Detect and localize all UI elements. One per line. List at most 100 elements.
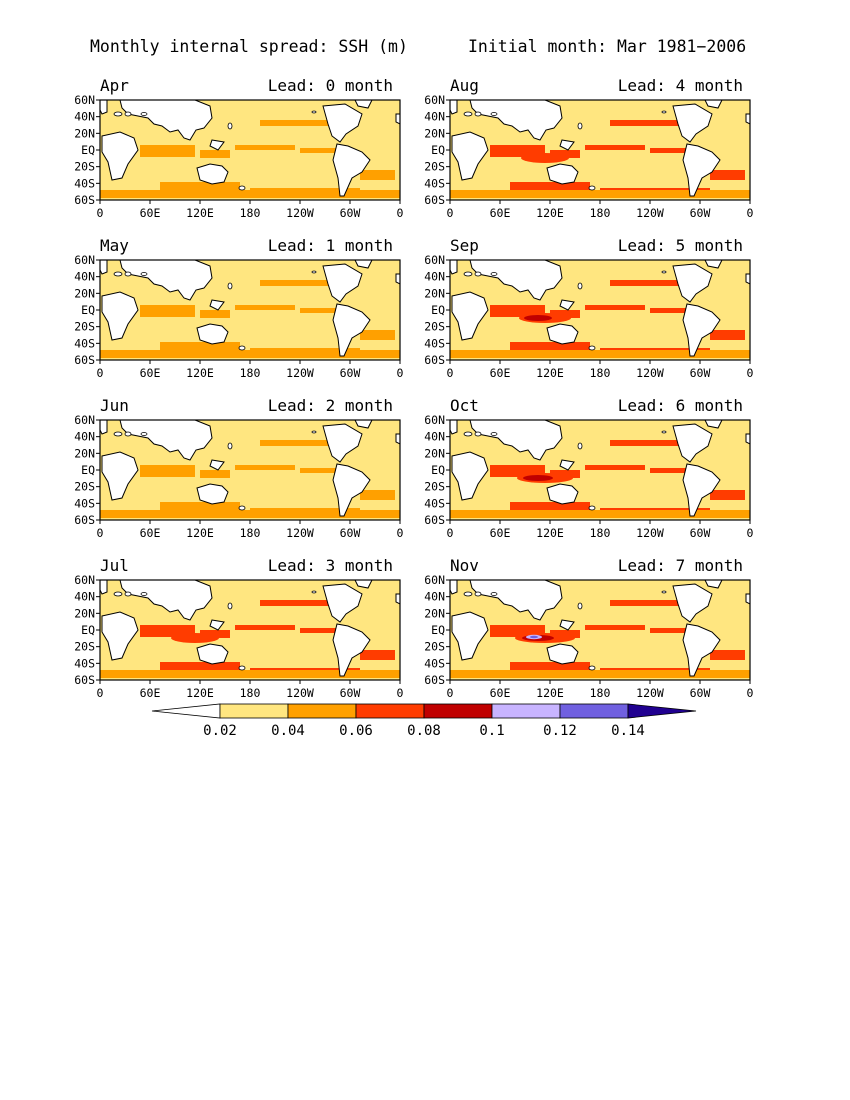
island bbox=[661, 590, 667, 594]
spread-contour bbox=[300, 148, 345, 153]
x-tick-label: 60E bbox=[140, 686, 161, 700]
island bbox=[227, 282, 233, 290]
x-tick-label: 60E bbox=[490, 686, 511, 700]
landmass bbox=[469, 259, 563, 301]
spread-contour bbox=[510, 662, 590, 670]
spread-contour bbox=[160, 342, 240, 350]
continents bbox=[99, 579, 401, 677]
spread-contour bbox=[610, 280, 690, 286]
spread-contour bbox=[100, 510, 400, 518]
spread-contour bbox=[710, 490, 745, 500]
landmass bbox=[101, 291, 139, 341]
island bbox=[238, 505, 246, 511]
spread-contour bbox=[550, 630, 580, 638]
y-tick-label: 60N bbox=[74, 93, 95, 107]
x-tick-label: 180 bbox=[240, 526, 261, 540]
landmass bbox=[546, 483, 579, 505]
spread-contour bbox=[260, 600, 340, 606]
x-tick-label: 120W bbox=[636, 526, 664, 540]
island bbox=[474, 591, 482, 597]
landmass bbox=[469, 419, 563, 461]
island bbox=[113, 591, 123, 597]
landmass bbox=[449, 579, 458, 595]
y-tick-label: 20N bbox=[74, 286, 95, 300]
y-tick-label: 60N bbox=[74, 573, 95, 587]
island bbox=[311, 110, 317, 114]
spread-contour bbox=[585, 145, 645, 150]
island bbox=[124, 591, 132, 597]
panel-month-label: Jun bbox=[100, 396, 129, 415]
y-tick-label: 40N bbox=[424, 270, 445, 284]
x-tick-label: 60E bbox=[490, 526, 511, 540]
x-tick-label: 60W bbox=[690, 206, 711, 220]
y-tick-label: 60S bbox=[74, 353, 95, 367]
x-tick-label: 0 bbox=[397, 206, 404, 220]
x-tick-label: 180 bbox=[240, 206, 261, 220]
spread-contour bbox=[585, 625, 645, 630]
y-tick-label: 40N bbox=[424, 110, 445, 124]
continents bbox=[449, 259, 751, 357]
island bbox=[113, 271, 123, 277]
spread-contour bbox=[100, 670, 400, 678]
y-tick-label: 60N bbox=[424, 253, 445, 267]
y-tick-label: 20N bbox=[424, 286, 445, 300]
y-tick-label: 60S bbox=[424, 673, 445, 687]
colorbar-label: 0.12 bbox=[543, 723, 577, 739]
colorbar-segment bbox=[355, 703, 425, 719]
panel-month-label: Nov bbox=[450, 556, 479, 575]
island bbox=[661, 270, 667, 274]
map-field bbox=[449, 259, 751, 360]
y-tick-label: 60S bbox=[74, 513, 95, 527]
island bbox=[463, 271, 473, 277]
figure-title: Monthly internal spread: SSH (m) bbox=[90, 37, 408, 56]
landmass bbox=[682, 303, 721, 357]
island bbox=[140, 592, 148, 596]
x-tick-label: 180 bbox=[240, 686, 261, 700]
x-tick-label: 0 bbox=[747, 686, 754, 700]
x-tick-label: 120E bbox=[536, 526, 564, 540]
x-tick-label: 0 bbox=[447, 686, 454, 700]
y-tick-label: EQ bbox=[81, 143, 95, 157]
x-tick-label: 60W bbox=[340, 526, 361, 540]
y-tick-label: 60S bbox=[424, 193, 445, 207]
island bbox=[238, 345, 246, 351]
island bbox=[124, 271, 132, 277]
x-tick-label: 60W bbox=[690, 366, 711, 380]
island bbox=[588, 505, 596, 511]
island bbox=[661, 110, 667, 114]
x-tick-label: 120E bbox=[186, 526, 214, 540]
x-tick-label: 60E bbox=[490, 366, 511, 380]
y-tick-label: EQ bbox=[81, 463, 95, 477]
x-tick-label: 60W bbox=[690, 526, 711, 540]
landmass bbox=[332, 303, 371, 357]
figure-initial-month: Initial month: Mar 1981−2006 bbox=[468, 37, 746, 56]
y-tick-label: 40N bbox=[74, 590, 95, 604]
island bbox=[113, 111, 123, 117]
colorbar-segment bbox=[219, 703, 289, 719]
y-tick-label: 40N bbox=[424, 590, 445, 604]
spread-contour bbox=[510, 502, 590, 510]
continents bbox=[99, 259, 401, 357]
island bbox=[113, 431, 123, 437]
y-tick-label: 40S bbox=[424, 496, 445, 510]
island bbox=[227, 442, 233, 450]
spread-contour bbox=[610, 440, 690, 446]
panel-lead-label: Lead: 6 month bbox=[618, 396, 743, 415]
y-tick-label: EQ bbox=[81, 623, 95, 637]
landmass bbox=[99, 259, 108, 275]
spread-contour bbox=[200, 470, 230, 478]
spread-contour bbox=[160, 502, 240, 510]
landmass bbox=[682, 463, 721, 517]
spread-contour bbox=[521, 153, 569, 163]
landmass bbox=[196, 483, 229, 505]
panel-lead-label: Lead: 7 month bbox=[618, 556, 743, 575]
spread-contour bbox=[100, 190, 400, 198]
spread-contour bbox=[160, 182, 240, 190]
x-tick-label: 180 bbox=[590, 366, 611, 380]
panel-month-label: Aug bbox=[450, 76, 479, 95]
x-tick-label: 120E bbox=[536, 686, 564, 700]
